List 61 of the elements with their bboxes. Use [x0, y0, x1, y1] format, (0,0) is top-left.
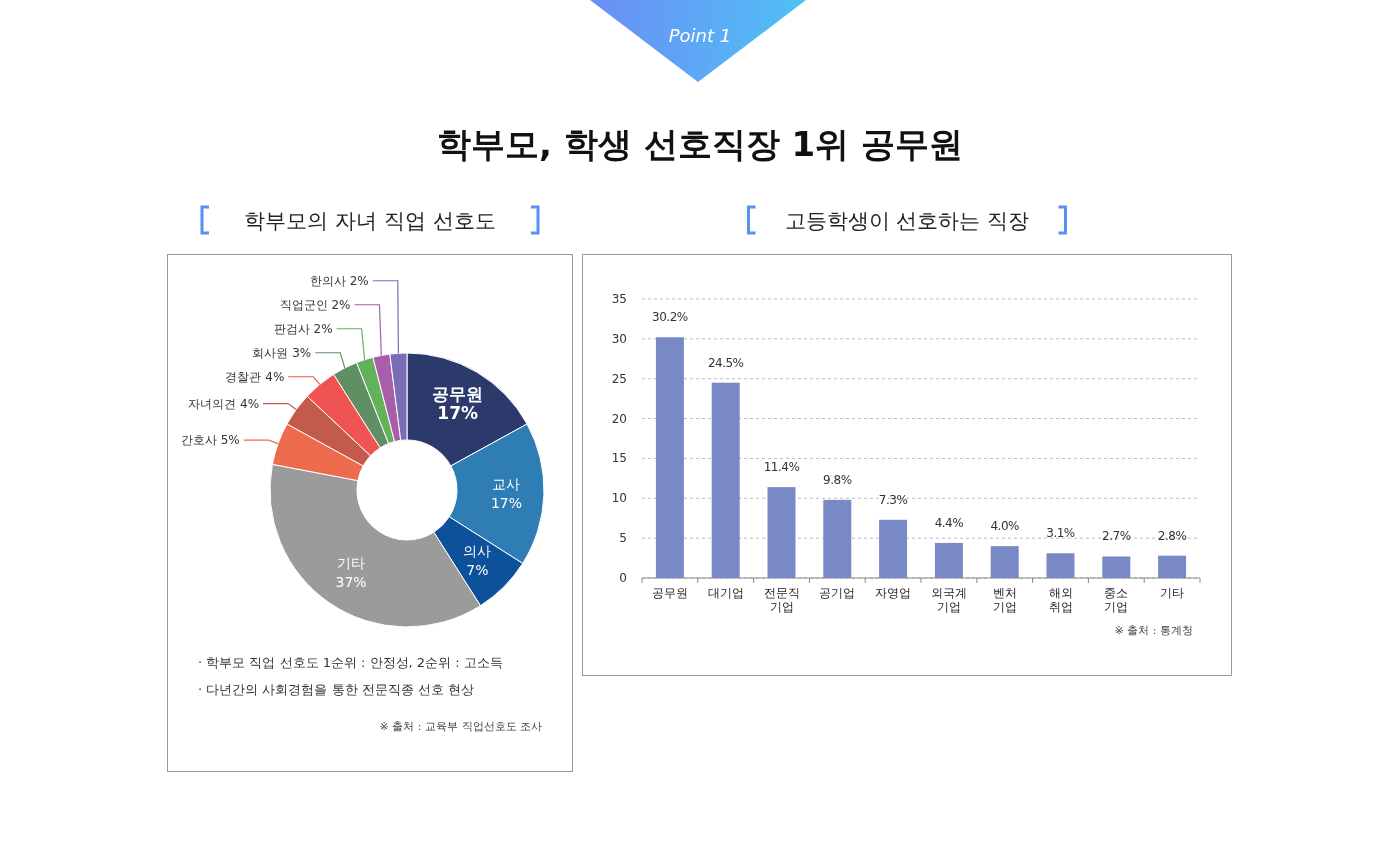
- chart-title: 고등학생이 선호하는 직장: [784, 209, 1030, 233]
- slice-label: 판검사 2%: [273, 321, 333, 336]
- x-tick-label: 자영업: [875, 586, 912, 600]
- data-label: 2.8%: [1157, 528, 1187, 543]
- chart-title: 학부모의 자녀 직업 선호도: [244, 209, 496, 233]
- x-tick-label: 벤처 기업: [992, 586, 1017, 614]
- y-tick-label: 25: [611, 371, 627, 386]
- slice-label: 한의사 2%: [309, 273, 369, 288]
- x-tick-label: 중소 기업: [1104, 586, 1129, 614]
- data-label: 2.7%: [1102, 529, 1131, 544]
- data-label: 9.8%: [823, 472, 852, 487]
- x-tick-label: 기타: [1160, 586, 1185, 600]
- slice-label: 회사원 3%: [252, 345, 312, 360]
- y-tick-label: 20: [611, 411, 627, 426]
- data-label: 30.2%: [652, 310, 688, 325]
- data-label: 7%: [466, 562, 489, 579]
- slice-label: 의사: [463, 543, 492, 560]
- x-tick-label: 해외 취업: [1048, 586, 1073, 614]
- text: ※ 출처 : 교육부 직업선호도 조사: [379, 720, 542, 733]
- data-label: 24.5%: [707, 355, 744, 370]
- bar: [1158, 555, 1187, 578]
- bar: [711, 382, 740, 578]
- y-tick-label: 15: [611, 451, 627, 466]
- data-label: 11.4%: [763, 460, 800, 475]
- slice-label: 경찰관 4%: [225, 369, 285, 384]
- data-label: 17%: [437, 403, 478, 424]
- bar: [990, 546, 1019, 578]
- bar: [823, 499, 852, 578]
- data-label: 3.1%: [1046, 526, 1075, 541]
- slice-label: 기타: [337, 555, 366, 572]
- y-tick-label: 30: [611, 331, 627, 346]
- data-label: 37%: [335, 574, 367, 591]
- text: · 학부모 직업 선호도 1순위 : 안정성, 2순위 : 고소득: [198, 655, 503, 670]
- bar: [934, 542, 963, 578]
- data-label: 4.4%: [934, 515, 964, 530]
- text: ※ 출처 : 통계청: [1114, 624, 1193, 637]
- text: · 다년간의 사회경험을 통한 전문직종 선호 현상: [198, 682, 474, 697]
- data-label: 17%: [490, 495, 523, 512]
- slice-label: 자녀의견 4%: [188, 396, 260, 411]
- bar: [1046, 553, 1075, 578]
- bar: [767, 487, 796, 578]
- x-tick-label: 외국계 기업: [930, 586, 967, 614]
- data-label: 7.3%: [878, 492, 908, 507]
- y-tick-label: 35: [611, 292, 627, 306]
- text: Point 1: [668, 25, 732, 46]
- x-tick-label: 전문직 기업: [763, 586, 800, 614]
- y-tick-label: 10: [611, 491, 627, 506]
- slice-label: 공무원: [432, 384, 484, 405]
- y-tick-label: 0: [619, 571, 627, 585]
- y-tick-label: 5: [619, 531, 627, 546]
- data-label: 4.0%: [990, 519, 1020, 534]
- bar: [879, 519, 908, 578]
- slice-label: 교사: [492, 476, 521, 493]
- bar: [655, 337, 684, 578]
- bar: [1102, 556, 1131, 578]
- text: 학부모, 학생 선호직장 1위 공무원: [437, 124, 963, 164]
- slice-label: 직업군인 2%: [279, 297, 351, 312]
- x-tick-label: 공기업: [819, 586, 856, 600]
- x-tick-label: 대기업: [707, 586, 744, 600]
- slice-label: 간호사 5%: [180, 433, 240, 448]
- x-tick-label: 공무원: [651, 586, 688, 600]
